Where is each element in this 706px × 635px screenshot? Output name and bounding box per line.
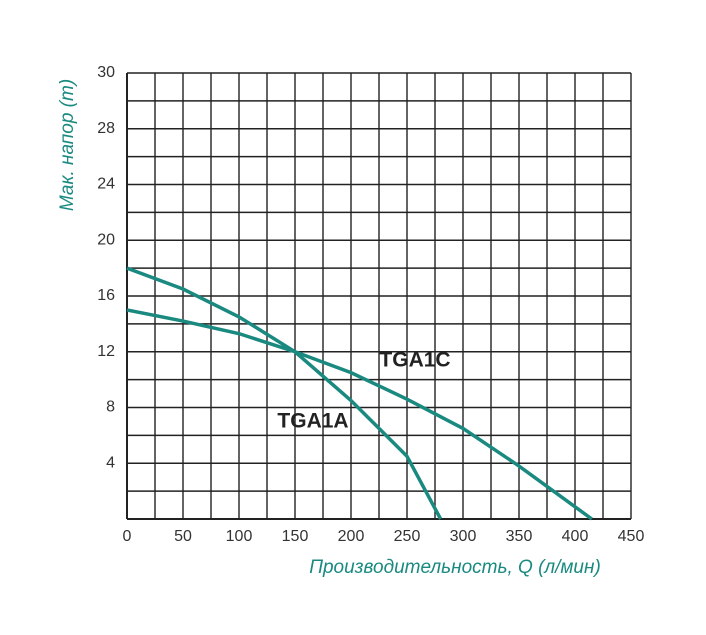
series-label: TGA1A [277, 410, 348, 433]
y-axis-title: Мак. напор (m) [57, 79, 78, 211]
x-tick-label: 0 [123, 528, 132, 545]
x-tick-label: 400 [562, 528, 589, 545]
x-tick-label: 50 [174, 528, 192, 545]
x-tick-label: 300 [450, 528, 477, 545]
y-tick-label: 28 [97, 120, 115, 137]
y-tick-label: 4 [106, 454, 115, 471]
y-tick-label: 12 [97, 343, 115, 360]
grid [126, 72, 632, 520]
y-tick-label: 20 [97, 231, 115, 248]
y-tick-label: 8 [106, 399, 115, 416]
y-tick-label: 24 [97, 176, 115, 193]
x-axis-title: Производительность, Q (л/мин) [309, 557, 601, 578]
x-tick-label: 350 [506, 528, 533, 545]
x-tick-label: 250 [394, 528, 421, 545]
x-tick-label: 150 [282, 528, 309, 545]
y-tick-label: 16 [97, 287, 115, 304]
x-tick-label: 100 [226, 528, 253, 545]
series-line [126, 308, 593, 521]
series-label: TGA1C [379, 349, 450, 372]
x-tick-label: 200 [338, 528, 365, 545]
y-tick-label: 30 [97, 64, 115, 81]
x-tick-label: 450 [618, 528, 645, 545]
